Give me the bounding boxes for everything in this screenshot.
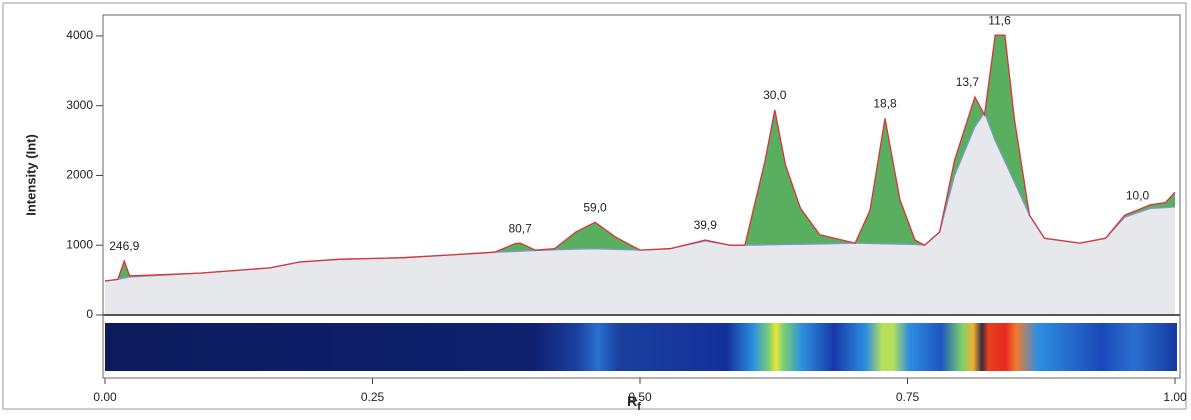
x-tick-label: 0.00 [93, 390, 117, 404]
chart: 010002000300040000.000.250.500.751.00246… [0, 0, 1191, 415]
peak-label: 30,0 [763, 88, 787, 102]
y-tick-label: 1000 [66, 237, 93, 251]
peak-label: 80,7 [508, 221, 532, 235]
y-axis-label: Intensity (Int) [23, 134, 38, 216]
x-label-sub: f [637, 401, 641, 413]
x-tick-label: 0.75 [896, 390, 920, 404]
y-tick-label: 3000 [66, 98, 93, 112]
peak-label: 13,7 [956, 75, 980, 89]
peak-label: 59,0 [583, 200, 607, 214]
y-tick-label: 2000 [66, 168, 93, 182]
lane-image [105, 323, 1177, 371]
x-tick-label: 1.00 [1163, 390, 1187, 404]
peak-label: 10,0 [1126, 189, 1150, 203]
x-label-main: R [627, 393, 637, 409]
y-tick-label: 4000 [66, 28, 93, 42]
y-tick-label: 0 [86, 307, 93, 321]
x-tick-label: 0.25 [361, 390, 385, 404]
peak-label: 39,9 [694, 218, 718, 232]
peak-label: 11,6 [988, 13, 1011, 27]
peak-label: 18,8 [873, 96, 897, 110]
peak-label: 246,9 [109, 239, 139, 253]
